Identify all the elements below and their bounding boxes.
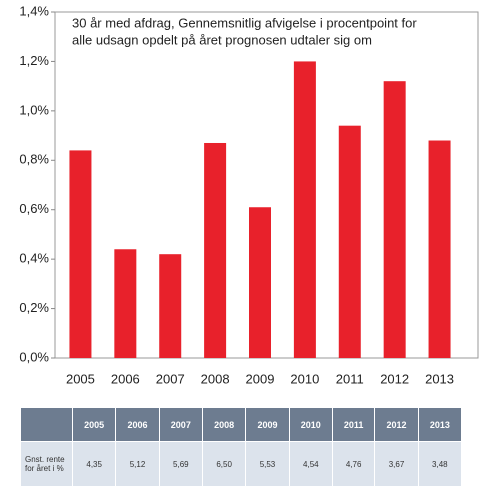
data-cell: 6,50 [202,442,246,486]
bar [159,254,182,358]
bar [383,81,406,358]
data-cell: 5,53 [246,442,289,486]
bar [293,61,316,359]
bar [338,125,361,358]
x-tick-label: 2012 [380,371,409,386]
y-tick-label: 0,0% [19,349,49,364]
x-tick-label: 2005 [66,371,95,386]
data-cell: 5,12 [116,442,159,486]
data-cell: 5,69 [159,442,202,486]
x-tick-label: 2013 [425,371,454,386]
corner-cell [21,408,72,441]
header-cell: 2013 [418,408,461,441]
header-cell: 2008 [202,408,246,441]
bar [428,140,451,358]
bar [204,142,227,358]
data-cell: 3,67 [375,442,418,486]
header-cell: 2006 [116,408,159,441]
chart: 30 år med afdrag, Gennemsnitlig afvigels… [19,3,479,386]
bar [249,207,271,358]
y-tick-label: 1,2% [19,53,49,68]
header-cell: 2010 [289,408,332,441]
y-tick-label: 1,4% [19,3,49,18]
data-row: Gnst. rente for året i % 4,35 5,12 5,69 6,50… [21,442,461,486]
data-cell: 4,76 [332,442,375,486]
x-tick-label: 2010 [290,371,319,386]
y-tick-label: 0,4% [19,251,49,266]
y-tick-label: 1,0% [19,102,49,117]
header-cell: 2009 [246,408,289,441]
header-cell: 2005 [73,408,116,441]
x-tick-label: 2007 [156,371,185,386]
bar [114,249,137,358]
data-cell: 4,54 [289,442,332,486]
x-tick-label: 2011 [336,371,364,386]
chart-title: alle udsagn opdelt på året prognosen udt… [72,32,372,47]
y-tick-label: 0,6% [19,201,49,216]
bar [69,150,92,358]
y-tick-label: 0,2% [19,300,49,315]
data-table: 2005 2006 2007 2008 2009 2010 2011 2012 2013 Gns… [20,407,462,487]
header-row: 2005 2006 2007 2008 2009 2010 2011 2012 2013 [21,408,461,441]
header-cell: 2011 [332,408,375,441]
x-tick-label: 2008 [201,371,230,386]
header-cell: 2012 [375,408,418,441]
chart-title: 30 år med afdrag, Gennemsnitlig afvigels… [72,15,417,30]
row-label: Gnst. rente for året i % [21,442,72,486]
x-tick-label: 2006 [111,371,140,386]
data-cell: 3,48 [418,442,461,486]
data-cell: 4,35 [73,442,116,486]
header-cell: 2007 [159,408,202,441]
x-tick-label: 2009 [246,371,275,386]
y-tick-label: 0,8% [19,152,49,167]
